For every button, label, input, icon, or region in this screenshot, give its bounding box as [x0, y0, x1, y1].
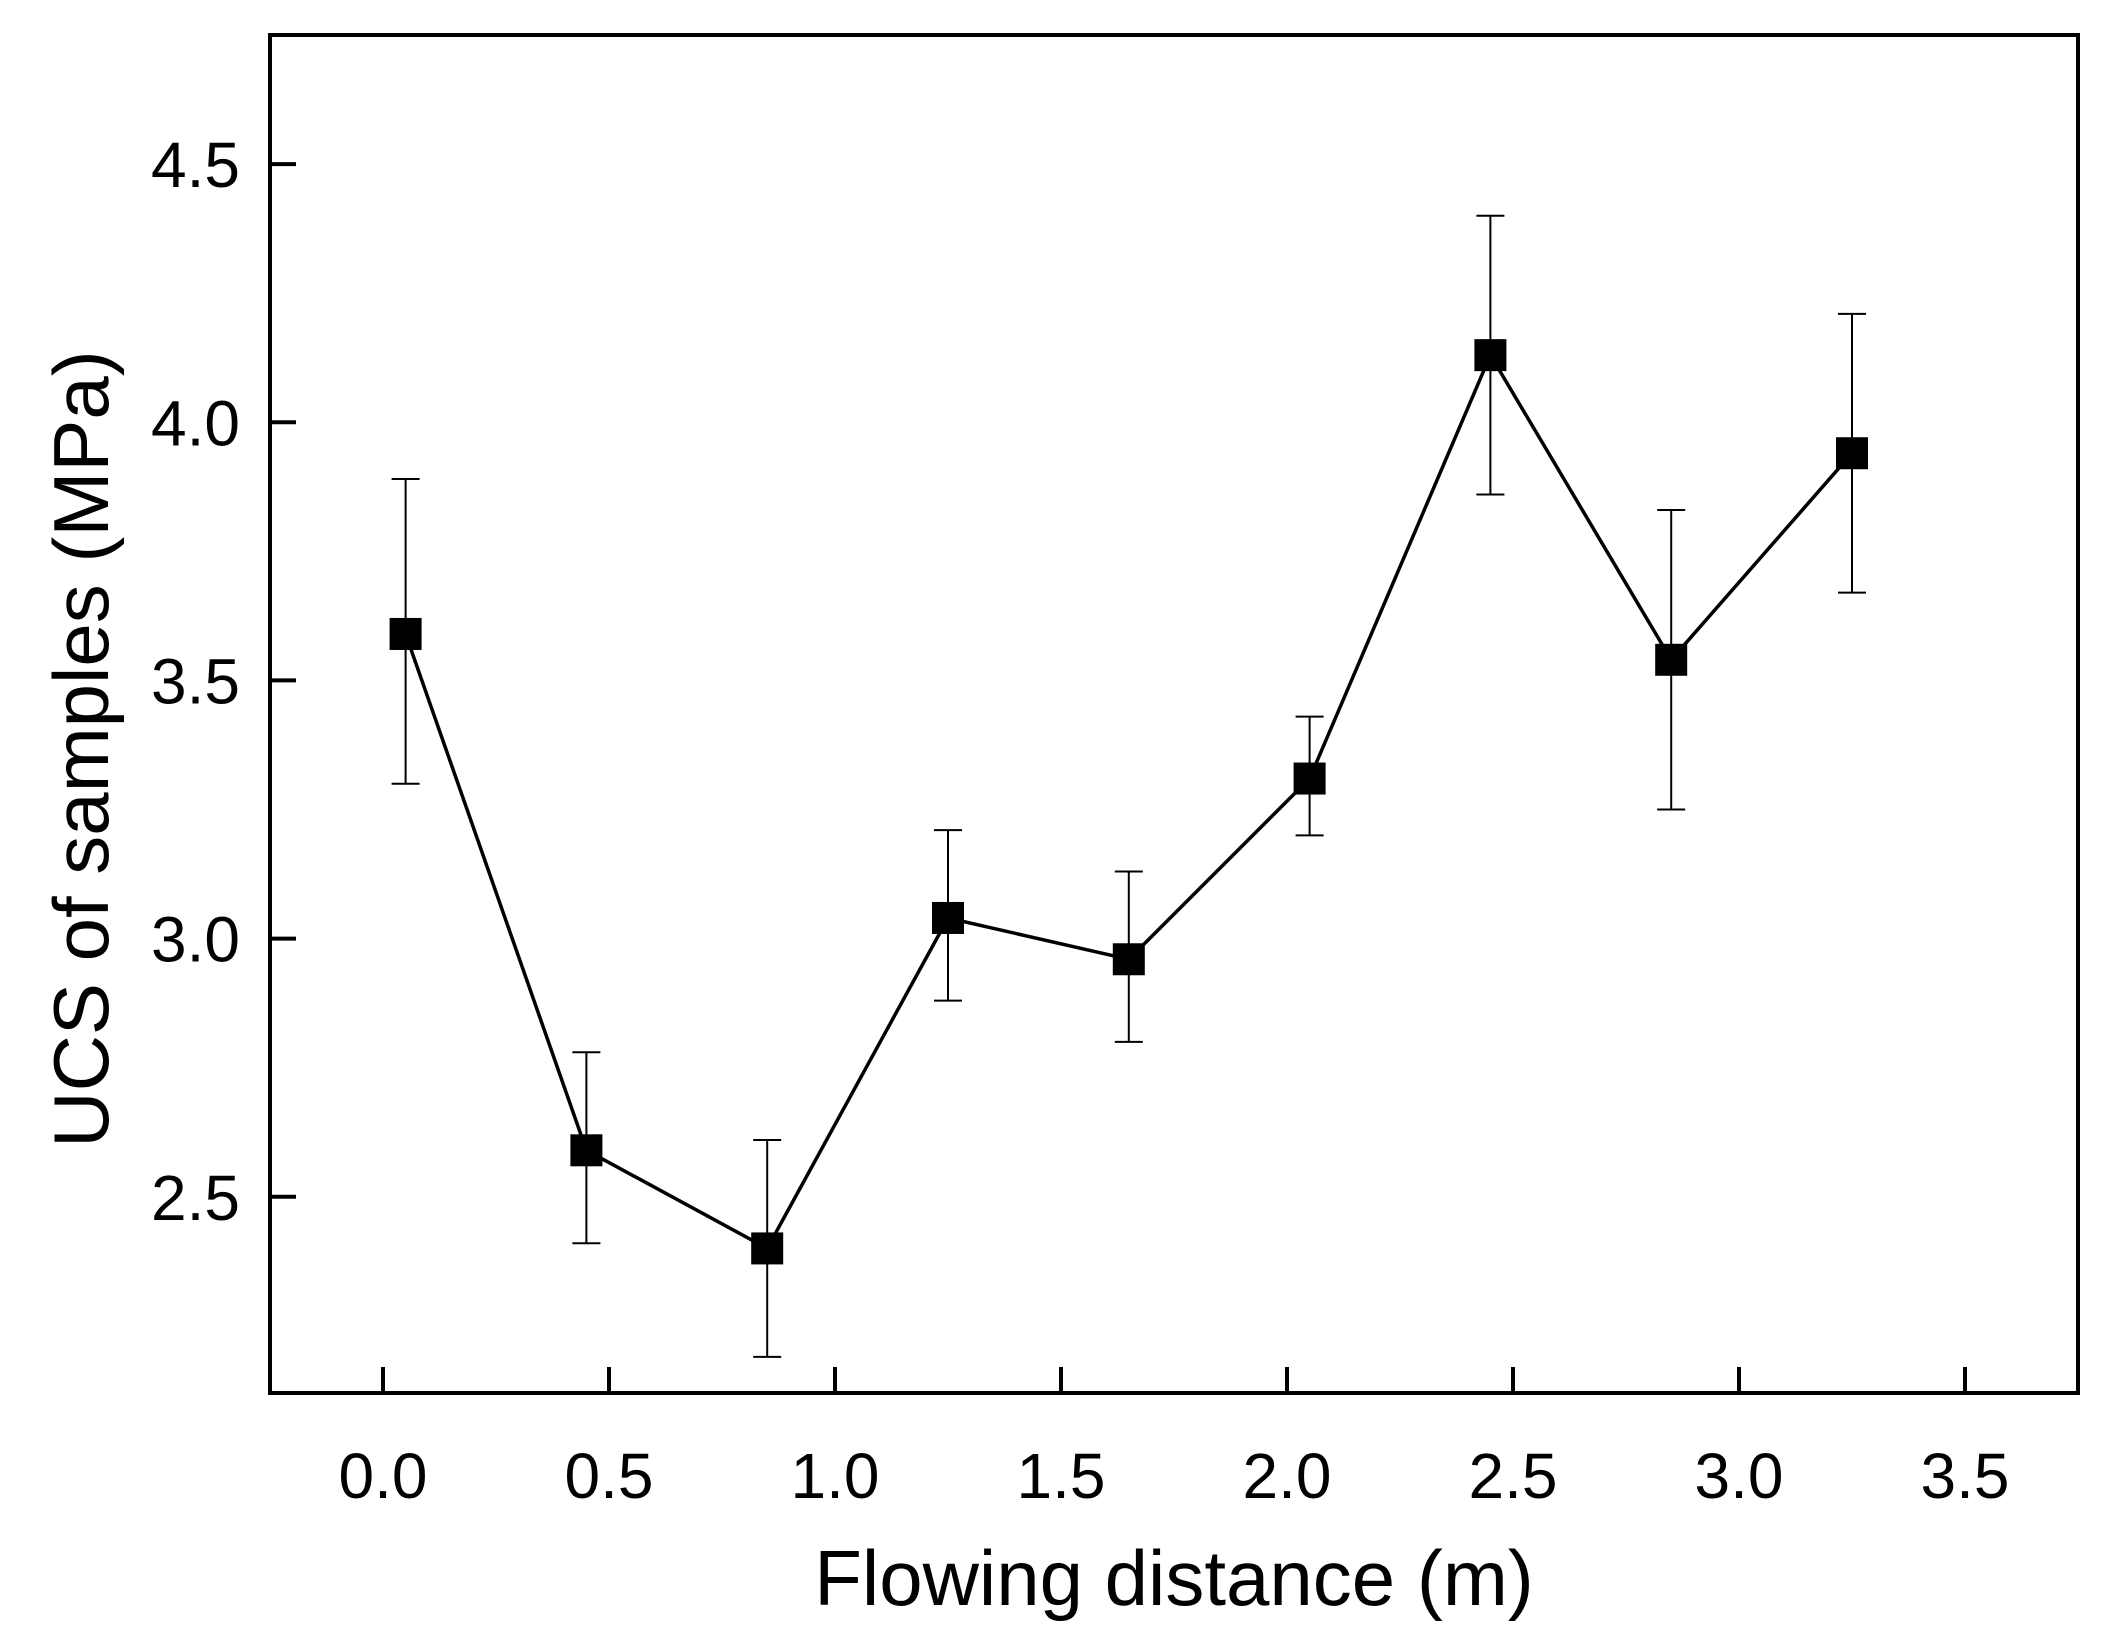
- y-axis-label: UCS of samples (MPa): [37, 350, 125, 1148]
- y-tick-label: 4.5: [151, 129, 240, 201]
- data-markers: [389, 339, 1868, 1265]
- x-tick-label: 3.5: [1921, 1440, 2010, 1512]
- data-point-marker: [932, 901, 964, 934]
- x-axis-label: Flowing distance (m): [814, 1534, 1534, 1622]
- x-tick-label: 1.5: [1017, 1440, 1106, 1512]
- data-point-marker: [1293, 762, 1326, 795]
- data-point-marker: [1112, 943, 1145, 976]
- data-point-marker: [1836, 437, 1868, 470]
- error-bars: [391, 214, 1866, 1358]
- x-tick-label: 3.0: [1695, 1440, 1784, 1512]
- x-tick-label: 2.0: [1243, 1440, 1332, 1512]
- data-point-marker: [570, 1134, 603, 1167]
- data-point-marker: [389, 617, 422, 650]
- x-tick-label: 1.0: [791, 1440, 880, 1512]
- data-point-marker: [751, 1232, 784, 1265]
- y-tick-label: 3.0: [151, 904, 240, 976]
- data-point-marker: [1474, 339, 1507, 372]
- plot-area-frame: [268, 33, 2080, 1395]
- y-tick-label: 2.5: [151, 1162, 240, 1234]
- data-point-marker: [1655, 643, 1688, 676]
- y-tick-label: 4.0: [151, 387, 240, 459]
- ticks-layer: 0.0 0.5 1.0 1.5 2.0 2.5 3.0 3.5 2.5 3.0 3.5 4.0 4.5: [151, 129, 2009, 1512]
- x-tick-label: 2.5: [1469, 1440, 1558, 1512]
- x-tick-label: 0.5: [565, 1440, 654, 1512]
- y-tick-label: 3.5: [151, 645, 240, 717]
- x-tick-label: 0.0: [339, 1440, 428, 1512]
